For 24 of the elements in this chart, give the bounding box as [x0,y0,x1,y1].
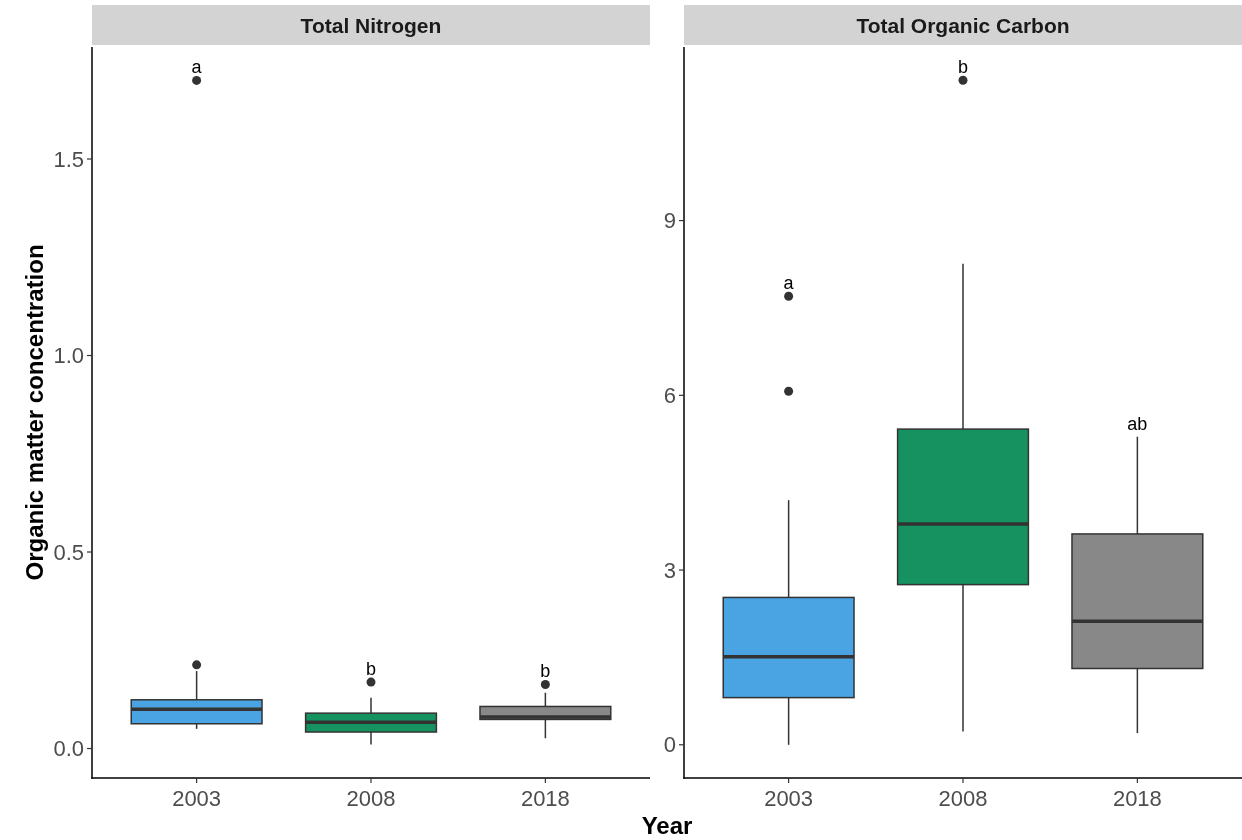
annotation: ab [1127,413,1148,434]
x-tick-label: 2008 [938,786,988,811]
chart-title: Total Organic Carbon [856,14,1070,37]
annotation: a [783,273,795,294]
y-tick-label: 0.5 [53,539,84,565]
x-tick-label: 2018 [1112,786,1162,811]
x-tick-label: 2018 [520,786,570,811]
annotation: b [540,661,551,682]
annotation: a [191,57,203,78]
y-tick-label: 1.0 [53,343,84,369]
y-tick-label: 0.0 [53,736,84,762]
y-tick-label: 9 [663,208,676,234]
y-tick-label: 1.5 [53,146,84,172]
x-tick-label: 2003 [764,786,814,811]
chart-title: Total Nitrogen [300,14,442,37]
y-tick-label: 6 [663,383,676,409]
y-tick-label: 3 [663,557,676,583]
y-axis-title: Organic matter concentration [21,244,49,581]
x-axis-title: Year [641,812,693,839]
annotation: b [365,659,377,680]
y-tick-label: 0 [663,732,676,758]
annotation: b [957,57,969,78]
x-tick-label: 2003 [172,786,222,811]
x-tick-label: 2008 [346,786,396,811]
